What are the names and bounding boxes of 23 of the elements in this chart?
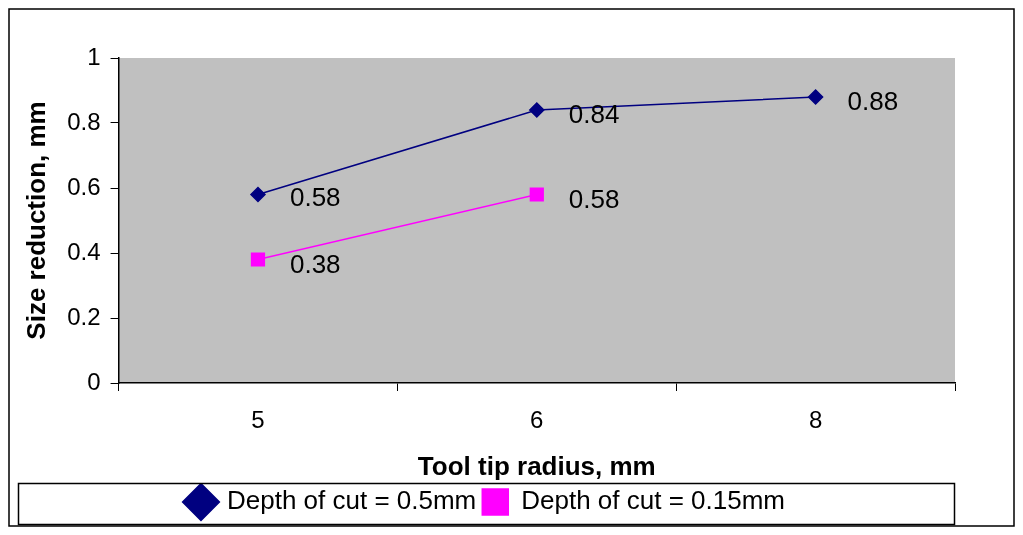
y-tick-label: 1 [87,42,101,70]
y-tick-label: 0.2 [67,302,101,330]
data-label: 0.84 [568,99,620,130]
y-axis-title: Size reduction, mm [20,101,51,340]
y-tick-label: 0.4 [67,237,101,265]
y-tick-label: 0.6 [67,172,101,200]
data-label: 0.88 [847,86,899,117]
data-label: 0.58 [568,183,620,214]
x-tick-label: 5 [251,406,265,434]
point [250,186,266,203]
data-label: 0.58 [289,181,341,212]
y-tick-label: 0.8 [67,107,101,135]
legend-label: Depth of cut = 0.5mm [226,485,477,516]
x-tick-label: 6 [530,406,544,434]
legend-label: Depth of cut = 0.15mm [521,485,786,516]
y-tick-label: 0 [87,367,101,395]
x-tick-label: 8 [808,406,823,434]
point [529,187,544,202]
data-label: 0.38 [289,248,341,279]
point [807,89,824,105]
point [250,252,266,267]
point [529,102,545,118]
x-axis-title: Tool tip radius, mm [417,450,656,481]
